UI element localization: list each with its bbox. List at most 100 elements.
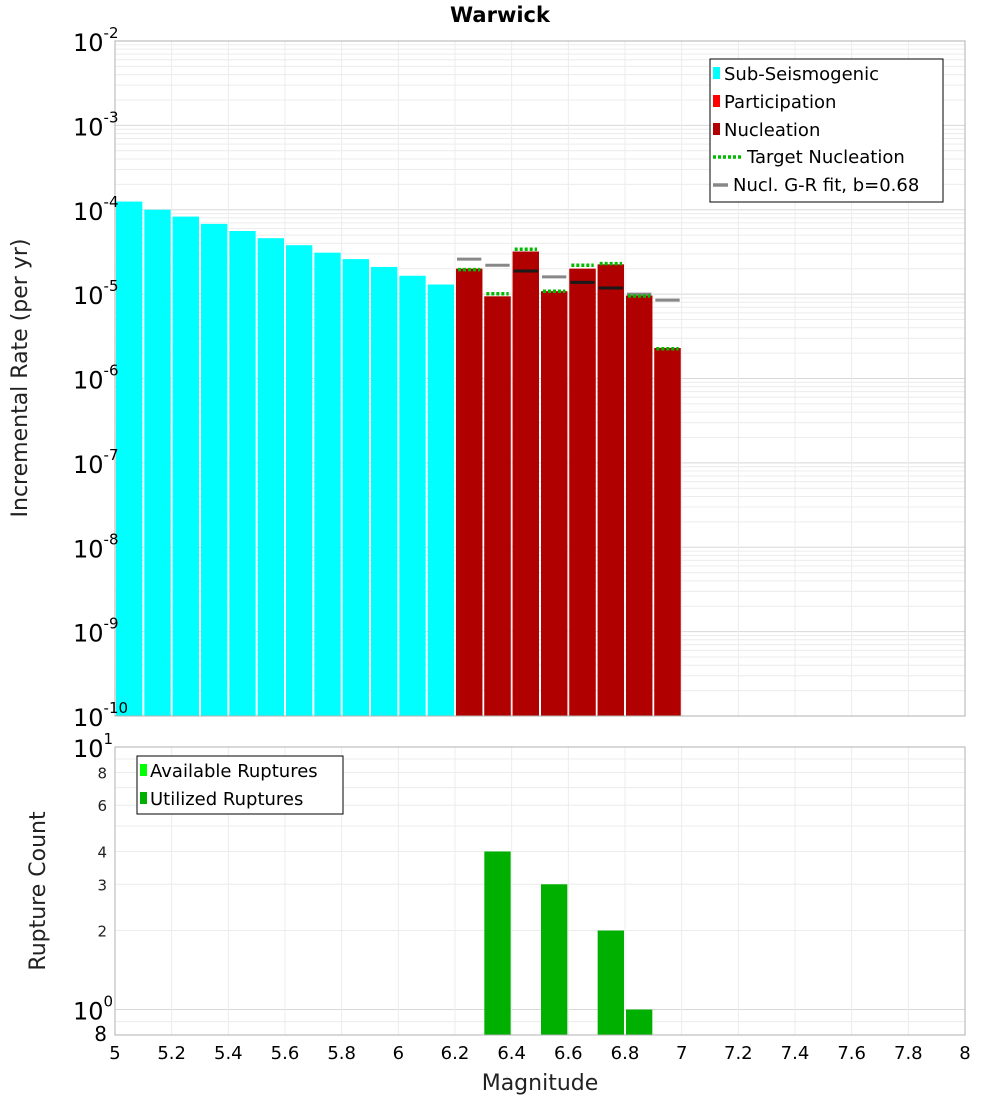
nucleation-bar xyxy=(512,251,539,716)
tick-base: 10 xyxy=(73,113,104,141)
bottom-plot-bars xyxy=(484,851,653,1035)
sub-seismogenic-bar xyxy=(172,216,199,716)
bottom-y-minor-tick-label: 6 xyxy=(97,797,107,815)
x-tick-label: 6.6 xyxy=(554,1043,583,1064)
top-y-tick-label: 10-4 xyxy=(73,193,119,226)
bottom-legend: Available Ruptures Utilized Ruptures xyxy=(136,755,344,815)
tick-base: 10 xyxy=(73,367,104,395)
utilized-ruptures-bar xyxy=(541,884,568,1035)
x-ticks: 5 5.2 5.4 5.6 5.8 6 6.2 6.4 6.6 6.8 7 7.2 7.4 7.6 7.8 8 xyxy=(109,1043,970,1064)
top-y-tick-label: 10-8 xyxy=(73,530,119,563)
bottom-plot-frame xyxy=(114,746,966,1036)
tick-base: 10 xyxy=(73,735,104,763)
top-y-tick-label: 10-9 xyxy=(73,615,119,648)
utilized-ruptures-bar xyxy=(484,851,511,1035)
top-legend: Sub-Seismogenic Participation Nucleation… xyxy=(709,58,944,203)
legend-swatch-participation xyxy=(713,95,720,107)
x-tick-label: 5.8 xyxy=(327,1043,356,1064)
utilized-ruptures-bar xyxy=(597,930,624,1035)
top-plot-bars xyxy=(116,201,681,717)
top-y-tick-label: 10-3 xyxy=(73,108,119,141)
sub-seismogenic-bar xyxy=(201,223,228,716)
legend-label-available-ruptures: Available Ruptures xyxy=(150,761,318,782)
legend-label-gr-fit: Nucl. G-R fit, b=0.68 xyxy=(733,175,919,196)
legend-label-utilized-ruptures: Utilized Ruptures xyxy=(150,789,303,810)
tick-exponent: -5 xyxy=(104,277,119,295)
sub-seismogenic-bar xyxy=(286,245,313,717)
top-plot-grid xyxy=(114,41,966,717)
top-y-tick-label: 10-7 xyxy=(73,446,119,479)
tick-exponent: -3 xyxy=(104,108,119,126)
x-axis-label: Magnitude xyxy=(482,1071,599,1096)
top-y-axis-label: Incremental Rate (per yr) xyxy=(8,239,33,518)
tick-exponent: -6 xyxy=(104,362,119,380)
x-tick-label: 7.8 xyxy=(894,1043,923,1064)
top-plot-fit-lines xyxy=(457,247,680,351)
x-tick-label: 8 xyxy=(959,1043,970,1064)
sub-seismogenic-bar xyxy=(229,230,256,716)
tick-base: 10 xyxy=(73,282,104,310)
top-y-tick-label: 10-10 xyxy=(73,699,128,732)
utilized-ruptures-bar xyxy=(626,1009,653,1035)
bottom-y-minor-tick-label: 3 xyxy=(97,876,107,894)
sub-seismogenic-bar xyxy=(399,275,426,716)
sub-seismogenic-bar xyxy=(342,259,369,716)
bottom-y-minor-tick-label: 8 xyxy=(94,1022,107,1046)
top-plot-frame xyxy=(114,40,966,717)
tick-exponent: -8 xyxy=(104,530,119,548)
tick-exponent: -9 xyxy=(104,615,119,633)
sub-seismogenic-bar xyxy=(257,238,284,716)
tick-exponent: -2 xyxy=(104,24,119,42)
legend-swatch-sub-seismogenic xyxy=(713,67,720,79)
top-y-tick-label: 10-6 xyxy=(73,362,119,395)
bottom-y-tick-label: 101 xyxy=(73,730,113,763)
tick-base: 10 xyxy=(73,998,104,1026)
tick-base: 10 xyxy=(73,198,104,226)
legend-label-sub-seismogenic: Sub-Seismogenic xyxy=(724,64,879,85)
nucleation-bar xyxy=(597,264,624,716)
sub-seismogenic-bar xyxy=(427,284,454,716)
top-y-ticks: 10-210-310-410-510-610-710-810-910-10 xyxy=(73,24,128,732)
x-tick-label: 6 xyxy=(393,1043,404,1064)
bottom-y-minor-tick-label: 4 xyxy=(97,843,107,861)
x-tick-label: 7.4 xyxy=(781,1043,810,1064)
tick-exponent: -7 xyxy=(104,446,119,464)
tick-exponent: 0 xyxy=(104,993,114,1011)
sub-seismogenic-bar xyxy=(116,201,143,716)
legend-label-target-nucleation: Target Nucleation xyxy=(746,147,905,168)
x-tick-label: 7 xyxy=(676,1043,687,1064)
tick-base: 10 xyxy=(73,535,104,563)
x-tick-label: 6.2 xyxy=(441,1043,470,1064)
x-tick-label: 5.2 xyxy=(157,1043,186,1064)
nucleation-bar xyxy=(456,268,483,716)
tick-base: 10 xyxy=(73,29,104,57)
bottom-y-minor-tick-label: 2 xyxy=(97,923,107,941)
nucleation-bar xyxy=(541,291,568,716)
x-tick-label: 5.6 xyxy=(271,1043,300,1064)
tick-base: 10 xyxy=(73,451,104,479)
bottom-y-minor-tick-label: 8 xyxy=(97,764,107,782)
bottom-legend-box xyxy=(136,755,344,815)
bottom-y-tick-label: 100 xyxy=(73,993,113,1026)
tick-exponent: -4 xyxy=(104,193,119,211)
nucleation-bar xyxy=(569,268,596,716)
x-tick-label: 7.2 xyxy=(724,1043,753,1064)
bottom-plot-grid xyxy=(114,746,966,1036)
bottom-y-axis-label: Rupture Count xyxy=(26,811,51,971)
chart-title: Warwick xyxy=(450,3,551,27)
legend-swatch-nucleation xyxy=(713,123,720,135)
x-tick-label: 6.4 xyxy=(497,1043,526,1064)
tick-base: 10 xyxy=(73,620,104,648)
nucleation-bar xyxy=(484,296,511,716)
top-y-tick-label: 10-2 xyxy=(73,24,119,57)
x-tick-label: 6.8 xyxy=(611,1043,640,1064)
tick-exponent: -10 xyxy=(104,699,129,717)
tick-base: 10 xyxy=(73,704,104,732)
top-legend-box xyxy=(709,58,944,203)
legend-swatch-utilized-ruptures xyxy=(140,792,147,804)
tick-exponent: 1 xyxy=(104,730,114,748)
legend-swatch-available-ruptures xyxy=(140,764,147,776)
legend-label-participation: Participation xyxy=(724,92,836,113)
